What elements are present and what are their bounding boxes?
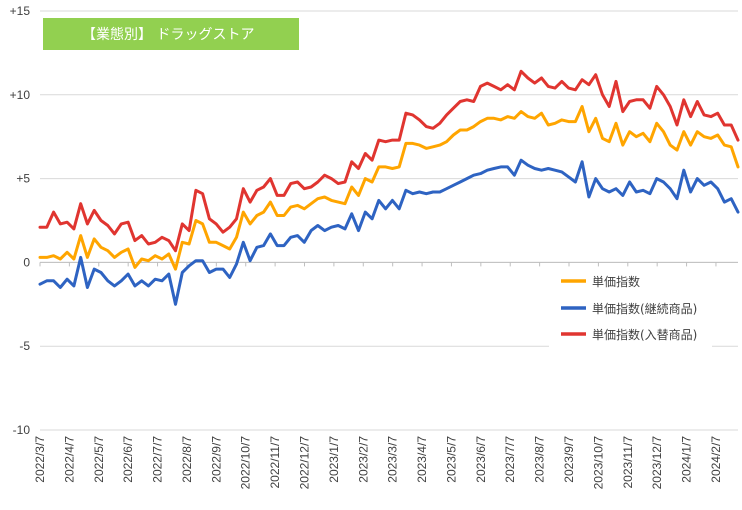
y-tick-label: -10 <box>13 423 31 437</box>
x-tick-label: 2023/11/7 <box>621 436 635 489</box>
y-tick-label: -5 <box>19 339 30 353</box>
x-tick-label: 2023/12/7 <box>650 436 664 490</box>
title-badge: 【業態別】 ドラッグストア <box>43 18 299 50</box>
x-tick-label: 2023/7/7 <box>503 436 517 483</box>
legend-label: 単価指数 <box>592 274 640 289</box>
legend-label: 単価指数(継続商品) <box>592 301 697 316</box>
x-tick-label: 2022/9/7 <box>209 436 223 483</box>
x-tick-label: 2022/6/7 <box>121 436 135 483</box>
legend-label: 単価指数(入替商品) <box>592 327 697 342</box>
y-tick-label: +10 <box>10 88 31 102</box>
series-lines <box>38 69 740 306</box>
x-tick-label: 2022/4/7 <box>62 436 76 483</box>
x-tick-label: 2024/2/7 <box>709 436 723 483</box>
x-tick-label: 2023/6/7 <box>474 436 488 483</box>
y-tick-label: 0 <box>23 255 30 269</box>
legend-item-unit-price-index: 単価指数 <box>561 274 640 289</box>
x-tick-label: 2023/8/7 <box>533 436 547 483</box>
x-tick-label: 2023/5/7 <box>444 436 458 483</box>
legend-item-replacement-products: 単価指数(入替商品) <box>561 327 697 342</box>
series-line-0 <box>38 105 740 271</box>
x-tick-label: 2023/10/7 <box>591 436 605 490</box>
legend: 単価指数 単価指数(継続商品) 単価指数(入替商品) <box>549 268 712 348</box>
series-line-2 <box>38 69 740 253</box>
x-tick-label: 2022/11/7 <box>268 436 282 489</box>
x-tick-label: 2022/5/7 <box>92 436 106 483</box>
x-axis: 2022/3/7 2022/4/7 2022/5/7 2022/6/7 2022/7/7… <box>33 261 738 490</box>
x-tick-label: 2023/2/7 <box>356 436 370 483</box>
x-tick-label: 2023/9/7 <box>562 436 576 483</box>
x-tick-label: 2024/1/7 <box>680 436 694 483</box>
title-badge-background <box>43 18 299 50</box>
x-tick-label: 2022/8/7 <box>180 436 194 483</box>
series-line-1 <box>38 158 740 306</box>
legend-item-continuing-products: 単価指数(継続商品) <box>561 301 697 316</box>
x-tick-label: 2022/10/7 <box>239 436 253 490</box>
gridlines <box>40 10 738 431</box>
x-tick-label: 2022/12/7 <box>298 436 312 490</box>
y-tick-label: +15 <box>10 4 31 18</box>
chart-title: 【業態別】 ドラッグストア <box>82 27 254 43</box>
x-tick-label: 2023/4/7 <box>415 436 429 483</box>
x-tick-label: 2022/7/7 <box>151 436 165 483</box>
y-tick-label: +5 <box>16 172 30 186</box>
y-axis-tick-labels: +15 +10 +5 0 -5 -10 <box>10 4 31 437</box>
x-tick-label: 2023/3/7 <box>386 436 400 483</box>
x-tick-label: 2023/1/7 <box>327 436 341 483</box>
x-tick-label: 2022/3/7 <box>33 436 47 483</box>
